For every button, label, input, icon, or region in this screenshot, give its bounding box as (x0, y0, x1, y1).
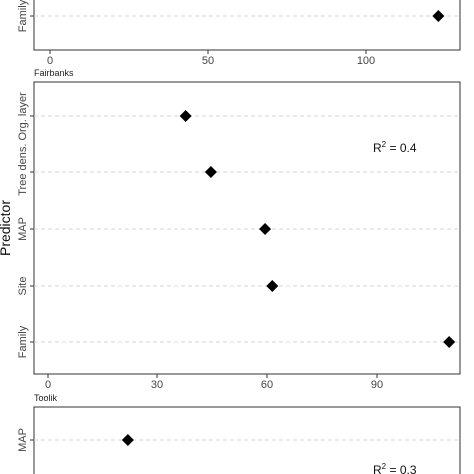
data-points (432, 10, 445, 22)
x-tick-label: 50 (202, 55, 214, 67)
r-squared-label: R2 = 0.4 (373, 140, 417, 155)
x-tick-label: 0 (45, 379, 51, 391)
x-tick-label: 90 (371, 379, 383, 391)
panel-title-toolik: Toolik (34, 393, 58, 403)
panel-title-fairbanks: Fairbanks (34, 68, 74, 78)
data-point-diamond (443, 336, 456, 348)
y-tick-label-map: MAP (17, 217, 29, 241)
y-tick-label-map: MAP (17, 428, 29, 452)
panel-top: Family 0 50 100 (17, 0, 461, 67)
data-point-diamond (121, 434, 134, 446)
x-tick-label: 0 (47, 55, 53, 67)
panel-fairbanks-frame (33, 81, 461, 375)
panel-fairbanks: Tree dens. Org. layer MAP Site Family 0 … (17, 81, 461, 391)
panel-top-frame (33, 0, 461, 51)
r-squared-label: R2 = 0.3 (373, 462, 417, 474)
x-tick-label: 100 (357, 55, 375, 67)
y-axis-title: Predictor (0, 200, 13, 256)
y-tick-label-family: Family (17, 0, 29, 32)
panel-toolik: MAP R2 = 0.3 (17, 406, 461, 474)
data-points (179, 110, 456, 348)
data-point-diamond (266, 280, 279, 292)
x-tick-label: 60 (261, 379, 273, 391)
data-points (121, 434, 134, 446)
data-point-diamond (432, 10, 445, 22)
panel-toolik-frame (33, 406, 461, 474)
data-point-diamond (179, 110, 192, 122)
y-tick-label-site: Site (17, 277, 29, 296)
data-point-diamond (259, 223, 272, 235)
y-tick-label-tree-dens: Tree dens. Org. layer (17, 92, 29, 196)
x-tick-label: 30 (151, 379, 163, 391)
data-point-diamond (204, 166, 217, 178)
y-tick-label-family: Family (17, 325, 29, 358)
